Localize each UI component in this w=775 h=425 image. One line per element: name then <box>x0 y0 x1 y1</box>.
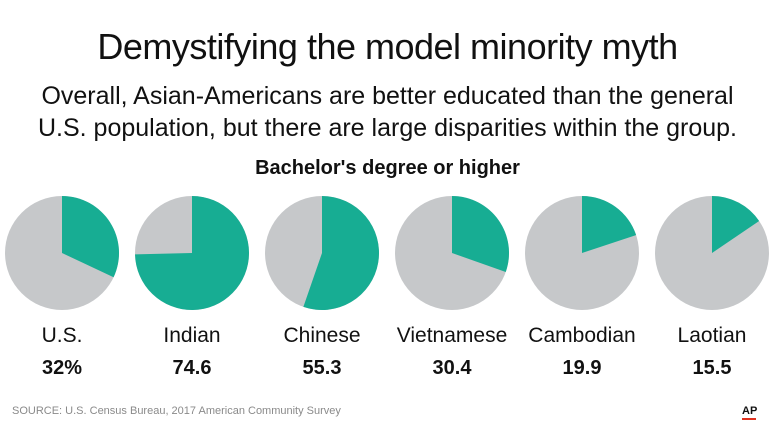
pie-u-s: U.S. 32% <box>5 196 120 379</box>
ap-logo: AP <box>742 405 758 417</box>
pie-chinese: Chinese 55.3 <box>265 196 379 379</box>
value-label: 74.6 <box>173 357 212 379</box>
chart-title: Demystifying the model minority myth <box>97 26 678 67</box>
value-label: 19.9 <box>563 357 602 379</box>
pie-value-slice <box>582 196 637 253</box>
ap-logo-bar <box>742 418 756 420</box>
category-label: Laotian <box>678 324 747 347</box>
value-label: 32% <box>42 357 82 379</box>
category-label: Cambodian <box>528 324 635 347</box>
category-label: Chinese <box>283 324 360 347</box>
value-label: 55.3 <box>303 357 342 379</box>
pie-laotian: Laotian 15.5 <box>655 196 769 379</box>
pie-value-slice <box>303 196 379 311</box>
pie-indian: Indian 74.6 <box>135 196 250 379</box>
pie-cambodian: Cambodian 19.9 <box>525 196 639 379</box>
category-label: U.S. <box>42 324 83 347</box>
pie-value-slice <box>452 196 509 272</box>
chart-subtitle: Overall, Asian-Americans are better educ… <box>37 82 738 142</box>
pie-value-slice <box>712 196 760 253</box>
category-label: Vietnamese <box>397 324 508 347</box>
pie-value-slice <box>135 196 250 311</box>
value-label: 15.5 <box>693 357 732 379</box>
pie-group-title: Bachelor's degree or higher <box>255 157 520 179</box>
pie-value-slice <box>62 196 120 278</box>
value-label: 30.4 <box>433 357 473 379</box>
category-label: Indian <box>163 324 220 347</box>
source-note: SOURCE: U.S. Census Bureau, 2017 America… <box>12 405 341 417</box>
pie-vietnamese: Vietnamese 30.4 <box>395 196 509 379</box>
